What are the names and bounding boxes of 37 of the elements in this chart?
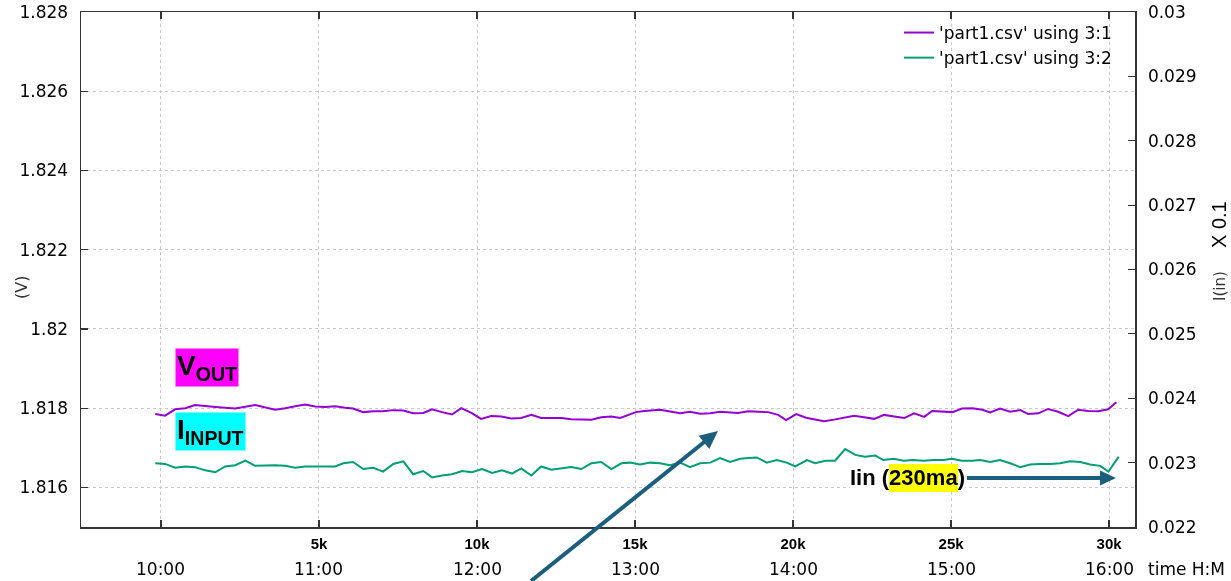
y2-tick-label: 0.029 (1147, 66, 1197, 87)
x-tick-label: 5k (310, 534, 328, 552)
x2-tick-label: 15:00 (927, 559, 976, 579)
x-tick-label: 15k (622, 534, 649, 552)
annotation: V$_{OUT}$ (177, 350, 238, 385)
x2-tick-label: 12:00 (453, 559, 502, 579)
y-tick-label: 1.828 (19, 1, 69, 22)
y-tick-label: 1.826 (19, 81, 69, 102)
text: X 0.1 (1208, 201, 1230, 248)
y2-tick-label: 0.028 (1147, 130, 1197, 151)
y-tick-label: 1.824 (19, 160, 69, 181)
annotation: I$_{INPUT}$ (177, 414, 244, 449)
y2-tick-label: 0.023 (1147, 452, 1197, 473)
y2-tick-label: 0.027 (1147, 195, 1197, 216)
y2-tick-label: 0.026 (1147, 259, 1197, 280)
legend-label: 'part1.csv' using 3:1 (939, 23, 1112, 44)
x-tick-label: 25k (938, 534, 965, 552)
x2-tick-label: 13:00 (611, 559, 660, 579)
y2-tick-label: 0.022 (1147, 516, 1197, 537)
y-tick-label: 1.816 (19, 477, 69, 498)
y2-axis-title: I(in) (1211, 271, 1229, 301)
y2-tick-label: 0.03 (1147, 1, 1186, 22)
x2-tick-label: 10:00 (136, 559, 185, 579)
legend-label: 'part1.csv' using 3:2 (939, 48, 1112, 69)
y-tick-label: 1.82 (30, 318, 69, 339)
x-tick-label: 30k (1096, 534, 1123, 552)
y-tick-label: 1.818 (19, 398, 69, 419)
x2-axis-title: time H:M (1148, 559, 1225, 579)
x2-tick-label: 14:00 (769, 559, 818, 579)
x2-tick-label: 16:00 (1085, 559, 1134, 579)
y2-tick-label: 0.024 (1147, 388, 1197, 409)
x-tick-label: 20k (780, 534, 807, 552)
x-tick-label: 10k (464, 534, 491, 552)
y-axis-title: (V) (12, 275, 31, 299)
y-tick-label: 1.822 (19, 239, 69, 260)
x2-tick-label: 11:00 (294, 559, 343, 579)
y2-tick-label: 0.025 (1147, 323, 1197, 344)
